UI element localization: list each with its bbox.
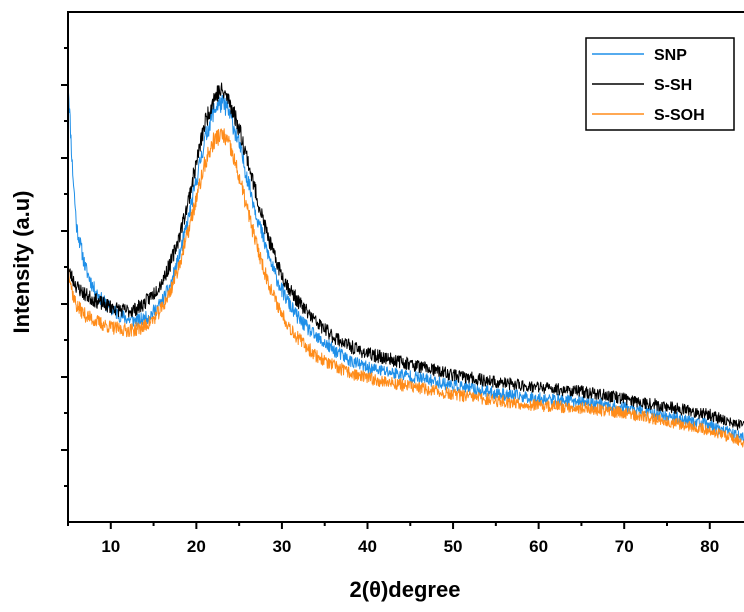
x-tick-label: 60 (529, 537, 548, 556)
series-line-s-soh (67, 128, 744, 448)
x-tick-label: 30 (272, 537, 291, 556)
x-tick-label: 20 (187, 537, 206, 556)
legend-label-s-sh: S-SH (654, 77, 692, 94)
series-line-s-sh (67, 82, 744, 431)
x-tick-label: 10 (101, 537, 120, 556)
legend-label-s-soh: S-SOH (654, 107, 705, 124)
legend: SNP S-SH S-SOH (585, 37, 735, 131)
x-tick-label: 70 (615, 537, 634, 556)
series-layer (67, 82, 744, 448)
x-tick-label: 80 (700, 537, 719, 556)
x-tick-label: 50 (444, 537, 463, 556)
series-line-snp (67, 83, 744, 443)
ticks-layer: 10 20 30 40 50 60 70 80 (61, 47, 719, 556)
legend-label-snp: SNP (654, 47, 687, 64)
x-axis-title: 2(θ)degree (350, 577, 461, 602)
x-tick-label: 40 (358, 537, 377, 556)
y-axis-title: Intensity (a.u) (9, 190, 34, 333)
